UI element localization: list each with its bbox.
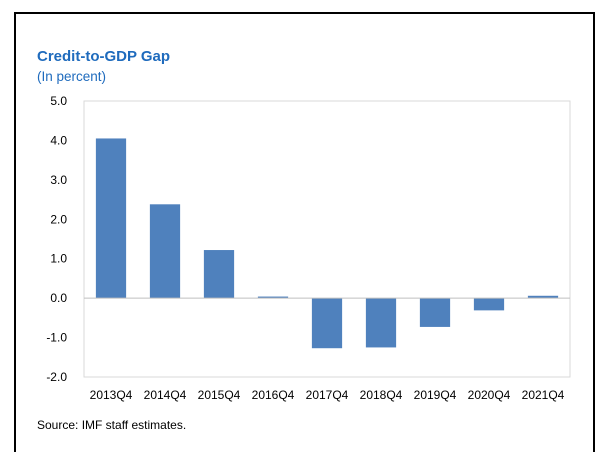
y-tick-label: 3.0: [50, 173, 67, 187]
y-tick-label: 1.0: [50, 252, 67, 266]
x-tick-label: 2016Q4: [252, 388, 295, 402]
bar-chart: 5.0 4.0 3.0 2.0 1.0 0.0 -1.0 -2.0 2013Q4 2014Q4 20…: [46, 94, 571, 402]
x-tick-label: 2015Q4: [198, 388, 241, 402]
y-tick-label: -2.0: [46, 370, 67, 384]
bar: [203, 250, 235, 299]
bar: [365, 298, 397, 348]
x-tick-label: 2020Q4: [468, 388, 511, 402]
chart-source: Source: IMF staff estimates.: [37, 418, 187, 432]
x-tick-label: 2013Q4: [90, 388, 133, 402]
bar: [419, 298, 451, 327]
y-tick-label: 0.0: [50, 291, 67, 305]
x-tick-label: 2019Q4: [414, 388, 457, 402]
bar: [311, 298, 343, 349]
y-tick-label: 4.0: [50, 133, 67, 147]
x-tick-label: 2021Q4: [522, 388, 565, 402]
bar: [527, 295, 559, 299]
chart-frame: [14, 12, 595, 452]
x-tick-label: 2014Q4: [144, 388, 187, 402]
y-tick-label: 2.0: [50, 212, 67, 226]
x-tick-label: 2017Q4: [306, 388, 349, 402]
chart-subtitle: (In percent): [37, 69, 107, 84]
plot-area: [83, 100, 571, 378]
bar: [473, 298, 505, 311]
bar: [257, 296, 289, 299]
y-tick-label: -1.0: [46, 331, 67, 345]
chart-title: Credit-to-GDP Gap: [37, 48, 171, 65]
bar: [95, 138, 127, 299]
bar: [149, 204, 181, 299]
y-tick-label: 5.0: [50, 94, 67, 108]
x-tick-label: 2018Q4: [360, 388, 403, 402]
